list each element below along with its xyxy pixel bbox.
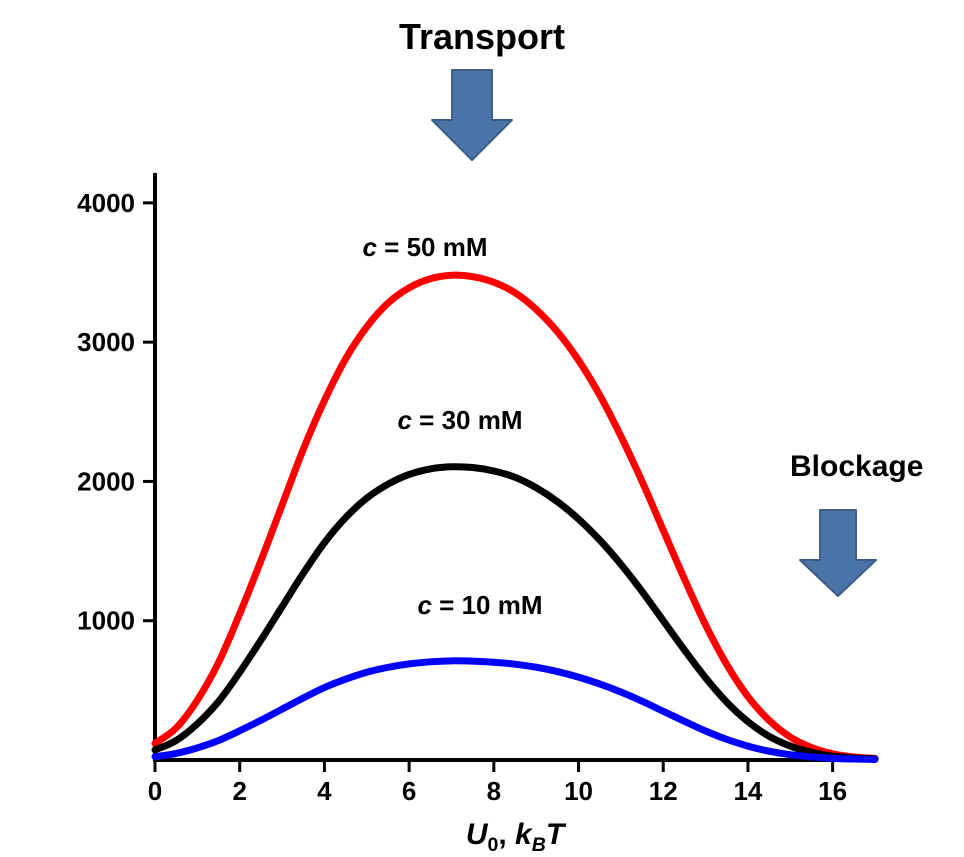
x-tick-label: 2 (232, 776, 246, 806)
x-tick-label: 6 (402, 776, 416, 806)
x-axis-label: U0, kBT (435, 818, 595, 857)
x-tick-label: 12 (649, 776, 678, 806)
series-label-c10: c = 10 mM (417, 590, 542, 621)
x-tick-label: 14 (733, 776, 762, 806)
x-tick-label: 0 (148, 776, 162, 806)
title-transport: Transport (332, 16, 632, 58)
y-tick-label: 3000 (77, 327, 135, 357)
x-tick-label: 8 (487, 776, 501, 806)
series-c50 (155, 275, 875, 758)
series-label-c50: c = 50 mM (362, 232, 487, 263)
chart-container: { "canvas": { "width": 964, "height": 85… (0, 0, 964, 850)
arrow-transport (432, 70, 512, 160)
y-tick-label: 1000 (77, 606, 135, 636)
y-tick-label: 4000 (77, 188, 135, 218)
arrow-blockage (800, 510, 876, 596)
y-tick-label: 2000 (77, 466, 135, 496)
x-tick-label: 10 (564, 776, 593, 806)
series-c10 (155, 661, 875, 760)
label-blockage: Blockage (790, 450, 923, 484)
series-label-c30: c = 30 mM (397, 405, 522, 436)
x-tick-label: 4 (317, 776, 332, 806)
x-tick-label: 16 (818, 776, 847, 806)
